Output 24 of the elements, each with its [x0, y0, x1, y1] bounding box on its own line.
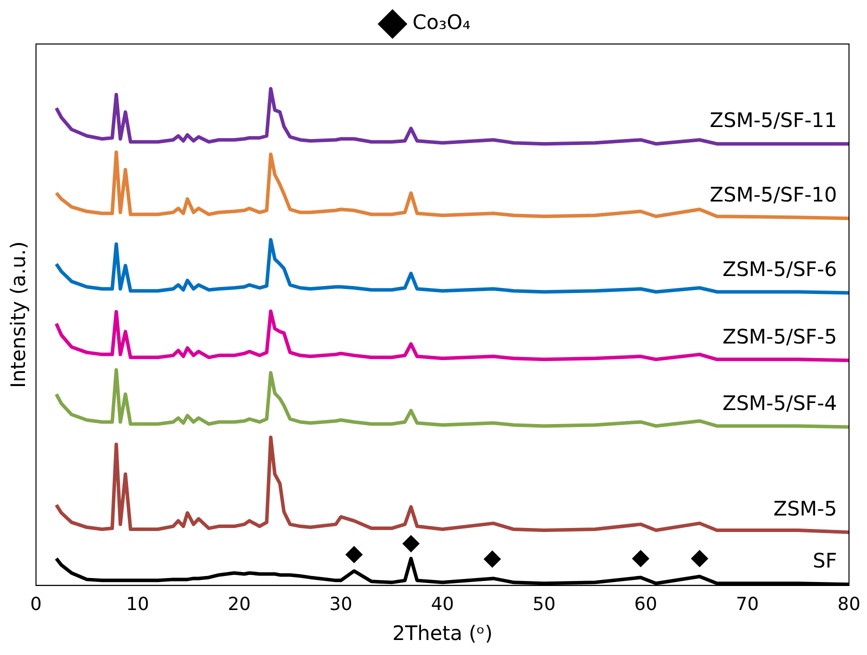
- series-label: ZSM-5: [773, 496, 837, 520]
- x-tick-label: 40: [431, 594, 454, 615]
- x-tick-label: 80: [838, 594, 860, 615]
- series-label: ZSM-5/SF-5: [722, 324, 837, 349]
- x-tick-label: 20: [228, 594, 251, 615]
- series-label: ZSM-5/SF-4: [722, 391, 837, 416]
- x-tick-label: 10: [126, 594, 150, 615]
- x-tick-label: 60: [634, 594, 658, 615]
- y-axis-title: Intensity (a.u.): [6, 241, 30, 388]
- legend-label: Co₃O₄: [412, 10, 470, 34]
- series-label: ZSM-5/SF-11: [710, 108, 837, 132]
- point: [632, 550, 650, 568]
- x-tick-label: 70: [736, 594, 759, 615]
- point: [346, 546, 363, 564]
- x-axis-title: 2Theta (ᵒ): [392, 621, 493, 646]
- x-tick-label: 30: [329, 594, 352, 615]
- point: [484, 550, 501, 568]
- x-tick-label: 50: [532, 594, 556, 615]
- point: [691, 550, 708, 568]
- series-label: SF: [812, 548, 837, 573]
- point: [402, 535, 420, 552]
- series-label: ZSM-5/SF-10: [710, 182, 837, 207]
- series-label: ZSM-5/SF-6: [722, 257, 837, 282]
- x-tick-label: 0: [30, 594, 42, 615]
